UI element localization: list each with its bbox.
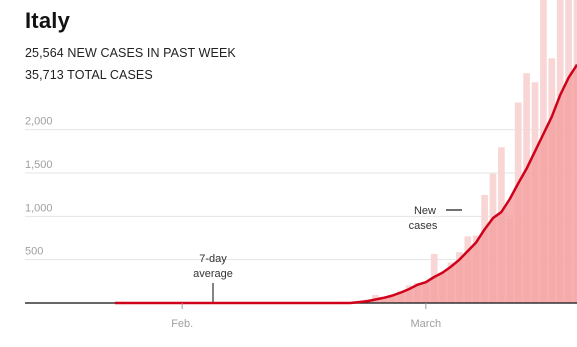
y-tick-label: 500: [25, 246, 43, 258]
y-tick-label: 2,000: [25, 116, 53, 128]
new-cases-label-line2: cases: [409, 220, 438, 232]
gridlines: [25, 129, 577, 261]
average-area: [115, 64, 577, 303]
new-cases-label-line1: New: [414, 205, 436, 217]
average-line: [115, 63, 577, 305]
average-label-line1: 7-day: [199, 253, 227, 265]
average-label-line2: average: [193, 268, 233, 280]
x-tick-label: March: [411, 318, 442, 330]
x-tick-label: Feb.: [171, 318, 193, 330]
chart-title: Italy: [25, 8, 71, 33]
weekly-cases-stat: 25,564 NEW CASES IN PAST WEEK: [25, 46, 236, 60]
y-tick-label: 1,000: [25, 202, 53, 214]
y-axis-ticks: 500 1,000 1,500 2,000: [25, 116, 53, 258]
x-axis-ticks: Feb. March: [171, 303, 441, 330]
total-cases-stat: 35,713 TOTAL CASES: [25, 68, 153, 82]
new-cases-annotation: New cases: [409, 205, 462, 232]
average-annotation: 7-day average: [193, 253, 233, 302]
y-tick-label: 1,500: [25, 159, 53, 171]
